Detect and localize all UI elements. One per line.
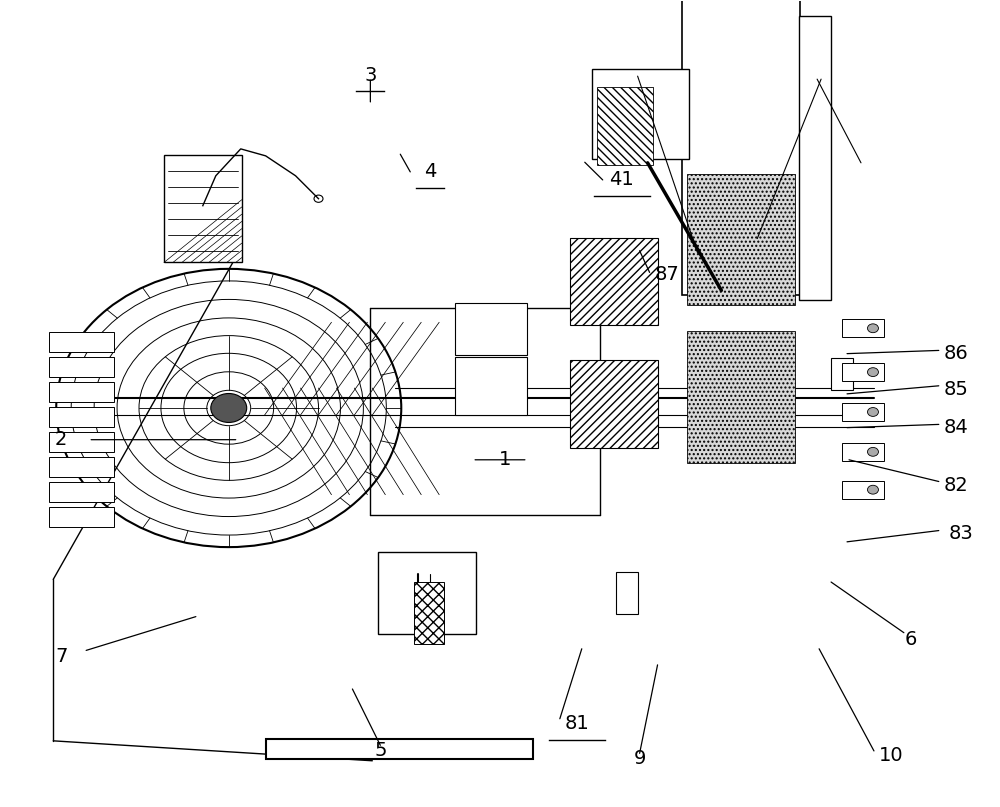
- Bar: [842, 363, 884, 381]
- Text: 84: 84: [943, 418, 968, 437]
- Bar: [842, 481, 884, 499]
- Text: 87: 87: [654, 266, 679, 284]
- Bar: [842, 320, 884, 337]
- Bar: [682, 0, 800, 295]
- Bar: [49, 407, 114, 427]
- Text: 3: 3: [364, 66, 377, 85]
- Bar: [455, 358, 527, 415]
- Bar: [49, 332, 114, 352]
- Bar: [592, 69, 689, 159]
- Text: 7: 7: [55, 647, 67, 667]
- Text: 41: 41: [609, 170, 634, 190]
- Bar: [49, 382, 114, 402]
- Circle shape: [867, 408, 878, 416]
- Bar: [842, 403, 884, 421]
- Bar: [842, 443, 884, 461]
- Circle shape: [867, 485, 878, 494]
- Circle shape: [867, 447, 878, 456]
- Bar: [49, 358, 114, 377]
- Circle shape: [211, 394, 247, 422]
- Text: 1: 1: [499, 450, 511, 470]
- Text: 2: 2: [55, 430, 67, 449]
- Text: 9: 9: [633, 750, 646, 768]
- Bar: [616, 572, 638, 614]
- Text: 4: 4: [424, 162, 436, 182]
- Bar: [570, 237, 658, 325]
- Bar: [831, 358, 853, 390]
- Bar: [799, 16, 831, 300]
- Text: 81: 81: [564, 714, 589, 733]
- Text: 85: 85: [943, 379, 968, 399]
- Text: 86: 86: [943, 344, 968, 363]
- Bar: [597, 87, 653, 165]
- Text: 83: 83: [948, 525, 973, 543]
- Circle shape: [867, 368, 878, 377]
- Bar: [378, 553, 476, 634]
- Text: 82: 82: [943, 476, 968, 495]
- Bar: [49, 482, 114, 502]
- Text: 10: 10: [879, 746, 903, 765]
- Bar: [49, 507, 114, 527]
- Bar: [266, 739, 533, 759]
- Circle shape: [867, 324, 878, 332]
- Bar: [570, 360, 658, 448]
- Bar: [687, 174, 795, 305]
- Bar: [414, 583, 444, 644]
- Bar: [687, 331, 795, 462]
- Bar: [164, 155, 242, 262]
- Bar: [49, 457, 114, 477]
- Text: 6: 6: [905, 629, 917, 649]
- Bar: [49, 432, 114, 452]
- Bar: [455, 303, 527, 355]
- Text: 5: 5: [374, 742, 387, 760]
